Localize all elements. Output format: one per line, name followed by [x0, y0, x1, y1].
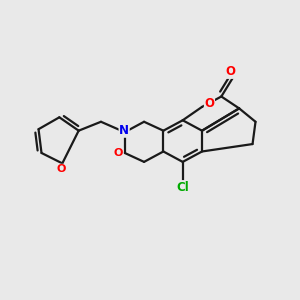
Text: O: O — [113, 148, 123, 158]
Text: N: N — [119, 124, 129, 137]
Text: O: O — [56, 164, 65, 174]
Text: Cl: Cl — [176, 181, 189, 194]
Text: O: O — [204, 98, 214, 110]
Text: O: O — [225, 65, 235, 78]
